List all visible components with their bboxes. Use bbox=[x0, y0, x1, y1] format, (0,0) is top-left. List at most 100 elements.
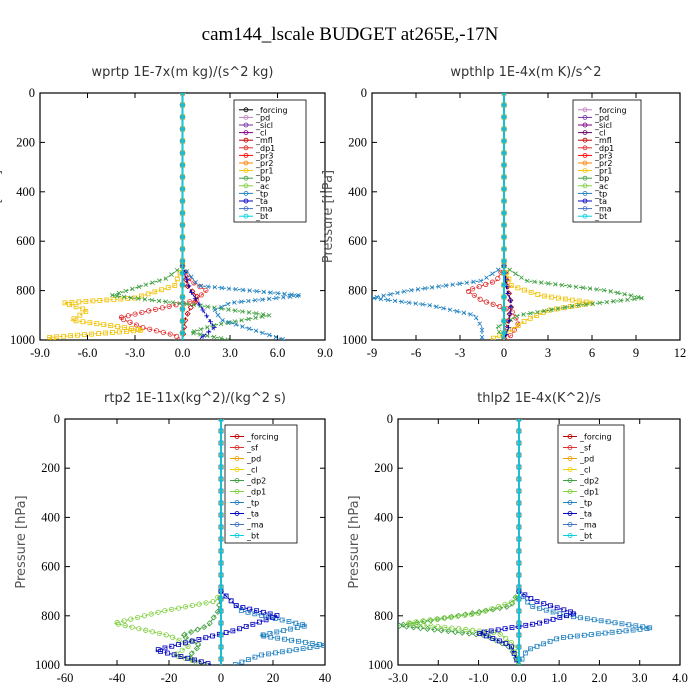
series-marker bbox=[436, 284, 442, 289]
series-marker bbox=[407, 621, 413, 627]
legend-marker bbox=[243, 160, 249, 166]
series-marker bbox=[266, 651, 271, 657]
series-marker bbox=[496, 324, 501, 329]
series-line-pr1 bbox=[47, 265, 183, 340]
series-marker bbox=[73, 304, 79, 310]
series-marker bbox=[401, 289, 407, 294]
series-marker bbox=[530, 604, 536, 609]
series-marker bbox=[226, 286, 232, 291]
series-marker bbox=[158, 648, 163, 654]
series-marker bbox=[321, 643, 325, 648]
series-marker bbox=[543, 607, 549, 613]
series-marker bbox=[239, 318, 244, 323]
legend-marker bbox=[234, 434, 240, 439]
series-marker bbox=[626, 622, 632, 628]
series-marker bbox=[507, 311, 513, 317]
series-marker bbox=[477, 631, 483, 636]
series-marker bbox=[532, 279, 537, 285]
x-tick-label: -3.0 bbox=[388, 671, 408, 685]
y-axis-label: Pressure [hPa] bbox=[347, 495, 362, 588]
series-marker bbox=[260, 632, 266, 638]
series-marker bbox=[500, 113, 508, 121]
y-tick-label: 800 bbox=[41, 609, 60, 623]
legend-marker bbox=[582, 183, 588, 189]
series-marker bbox=[205, 325, 210, 330]
series-marker bbox=[574, 633, 580, 639]
series-marker bbox=[150, 280, 155, 285]
series-marker bbox=[415, 287, 421, 292]
series-marker bbox=[381, 293, 386, 298]
series-marker bbox=[179, 101, 186, 109]
series-marker bbox=[240, 324, 245, 329]
series-marker bbox=[516, 419, 522, 422]
series-marker bbox=[293, 620, 299, 626]
legend-entry: _forcing bbox=[579, 433, 612, 442]
series-marker bbox=[473, 315, 479, 321]
series-marker bbox=[562, 305, 568, 310]
legend-marker bbox=[567, 533, 573, 538]
legend-marker bbox=[567, 522, 573, 527]
legend-entry: _pd bbox=[246, 455, 261, 464]
legend-entry: _forcing bbox=[246, 433, 279, 442]
series-marker bbox=[246, 310, 252, 315]
legend-marker bbox=[567, 500, 573, 505]
series-marker bbox=[528, 311, 533, 316]
series-marker bbox=[169, 272, 174, 277]
legend-entry: _ac bbox=[255, 182, 269, 191]
series-marker bbox=[125, 313, 131, 319]
series-marker bbox=[422, 286, 428, 291]
series-marker bbox=[135, 296, 141, 301]
series-marker bbox=[431, 626, 438, 633]
series-marker bbox=[561, 635, 566, 640]
legend-entry: _pr3 bbox=[255, 151, 273, 160]
series-marker bbox=[500, 329, 508, 337]
series-marker bbox=[228, 598, 234, 604]
y-tick-label: 800 bbox=[348, 284, 367, 298]
series-marker bbox=[528, 289, 534, 295]
series-marker bbox=[121, 294, 127, 300]
legend-box bbox=[557, 424, 625, 544]
series-marker bbox=[557, 615, 563, 620]
series-marker bbox=[550, 609, 556, 615]
series-marker bbox=[457, 281, 462, 286]
series-marker bbox=[509, 644, 514, 650]
series-marker bbox=[145, 291, 151, 297]
series-marker bbox=[644, 626, 650, 632]
legend-marker bbox=[567, 489, 573, 494]
series-marker bbox=[61, 333, 67, 339]
series-marker bbox=[189, 638, 195, 644]
legend-marker bbox=[234, 467, 240, 472]
series-marker bbox=[516, 536, 522, 542]
series-marker bbox=[188, 274, 194, 280]
series-marker bbox=[502, 626, 508, 632]
legend-entry: _cl bbox=[579, 466, 591, 475]
series-marker bbox=[82, 332, 87, 338]
series-marker bbox=[625, 297, 630, 303]
series-marker bbox=[218, 536, 224, 542]
series-marker bbox=[110, 292, 115, 298]
series-marker bbox=[101, 322, 107, 328]
series-marker bbox=[152, 289, 158, 295]
series-marker bbox=[300, 622, 306, 628]
series-marker bbox=[286, 619, 292, 624]
series-marker bbox=[218, 476, 224, 482]
series-marker bbox=[193, 280, 198, 285]
legend-entry: _cl bbox=[246, 466, 258, 475]
x-tick-label: -6.0 bbox=[78, 346, 98, 360]
series-marker bbox=[496, 329, 502, 335]
legend-entry: _ac bbox=[594, 182, 608, 191]
series-marker bbox=[555, 306, 561, 311]
series-marker bbox=[193, 645, 200, 652]
series-marker bbox=[587, 286, 593, 291]
series-marker bbox=[388, 291, 393, 297]
series-marker bbox=[167, 331, 173, 337]
series-marker bbox=[191, 330, 196, 336]
series-marker bbox=[226, 320, 232, 325]
series-marker bbox=[160, 329, 166, 336]
series-marker bbox=[408, 287, 414, 293]
series-marker bbox=[200, 333, 206, 339]
series-marker bbox=[496, 604, 503, 612]
series-marker bbox=[503, 603, 510, 610]
series-marker bbox=[372, 295, 377, 301]
